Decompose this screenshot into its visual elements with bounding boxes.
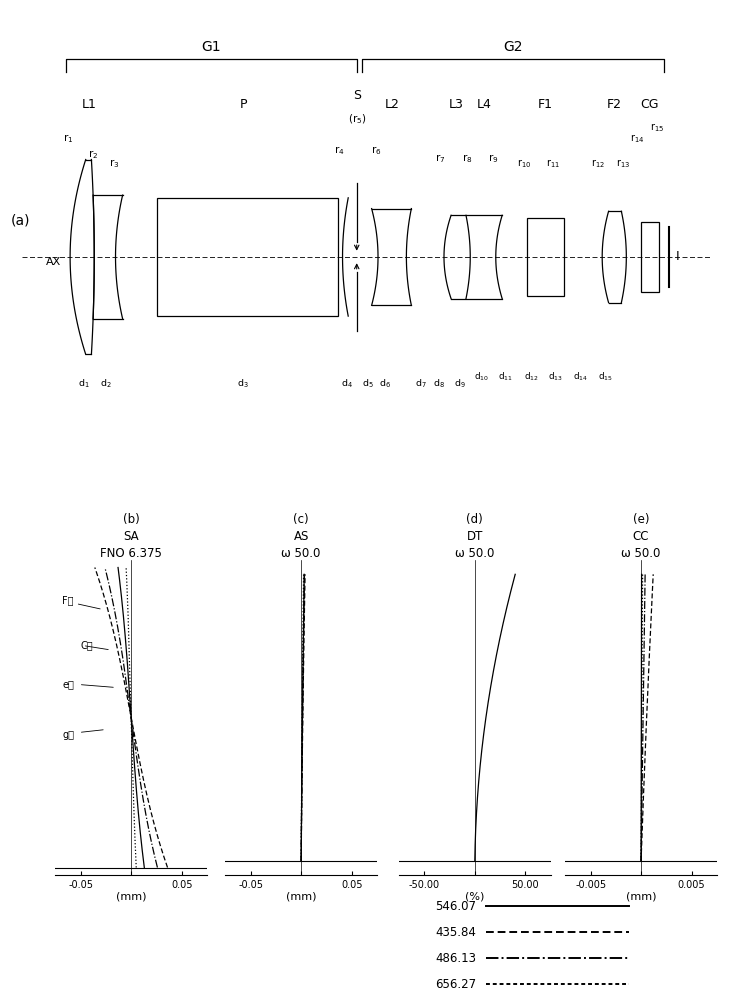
Text: d$_{12}$: d$_{12}$ bbox=[524, 370, 539, 383]
Text: L4: L4 bbox=[477, 98, 492, 111]
Text: r$_{15}$: r$_{15}$ bbox=[650, 122, 664, 134]
Text: r$_7$: r$_7$ bbox=[435, 153, 446, 165]
Text: G2: G2 bbox=[503, 40, 523, 54]
Text: L2: L2 bbox=[385, 98, 400, 111]
Text: S: S bbox=[353, 89, 361, 102]
Text: r$_{11}$: r$_{11}$ bbox=[545, 157, 559, 170]
Text: F1: F1 bbox=[538, 98, 553, 111]
Text: r$_2$: r$_2$ bbox=[88, 148, 98, 161]
Text: d$_7$: d$_7$ bbox=[415, 377, 426, 390]
Text: G1: G1 bbox=[202, 40, 221, 54]
Text: r$_3$: r$_3$ bbox=[109, 157, 119, 170]
Text: P: P bbox=[239, 98, 247, 111]
Text: d$_{13}$: d$_{13}$ bbox=[548, 370, 563, 383]
Text: r$_{13}$: r$_{13}$ bbox=[616, 157, 630, 170]
Text: CG: CG bbox=[641, 98, 659, 111]
Text: r$_{12}$: r$_{12}$ bbox=[591, 157, 605, 170]
Text: d$_{10}$: d$_{10}$ bbox=[474, 370, 489, 383]
X-axis label: (mm): (mm) bbox=[626, 891, 656, 901]
Text: d$_3$: d$_3$ bbox=[237, 377, 249, 390]
Text: L3: L3 bbox=[449, 98, 463, 111]
Text: 546.07: 546.07 bbox=[435, 900, 476, 913]
Text: 656.27: 656.27 bbox=[435, 978, 476, 991]
Text: r$_1$: r$_1$ bbox=[63, 132, 73, 145]
Title: (e)
CC
ω 50.0: (e) CC ω 50.0 bbox=[621, 513, 661, 560]
Text: (a): (a) bbox=[10, 213, 30, 227]
Text: d$_2$: d$_2$ bbox=[100, 377, 112, 390]
Bar bbox=[641, 222, 659, 292]
Text: d$_4$: d$_4$ bbox=[341, 377, 353, 390]
Text: d$_{11}$: d$_{11}$ bbox=[498, 370, 513, 383]
Text: r$_6$: r$_6$ bbox=[371, 144, 382, 157]
Text: r$_{14}$: r$_{14}$ bbox=[630, 132, 645, 145]
Text: F2: F2 bbox=[607, 98, 621, 111]
Text: F线: F线 bbox=[63, 595, 74, 605]
Text: r$_4$: r$_4$ bbox=[335, 144, 345, 157]
X-axis label: (mm): (mm) bbox=[286, 891, 316, 901]
Text: I: I bbox=[676, 250, 680, 263]
Text: r$_8$: r$_8$ bbox=[462, 153, 473, 165]
Text: d$_8$: d$_8$ bbox=[433, 377, 445, 390]
Text: e线: e线 bbox=[63, 680, 75, 690]
Text: 486.13: 486.13 bbox=[435, 952, 476, 965]
Text: d$_6$: d$_6$ bbox=[379, 377, 391, 390]
Text: (r$_5$): (r$_5$) bbox=[347, 113, 366, 126]
Title: (d)
DT
ω 50.0: (d) DT ω 50.0 bbox=[455, 513, 494, 560]
Text: AX: AX bbox=[46, 257, 61, 267]
Text: L1: L1 bbox=[82, 98, 97, 111]
Text: 435.84: 435.84 bbox=[435, 926, 476, 939]
X-axis label: (%): (%) bbox=[465, 891, 485, 901]
Text: d$_{14}$: d$_{14}$ bbox=[573, 370, 588, 383]
Text: d$_9$: d$_9$ bbox=[454, 377, 466, 390]
Title: (b)
SA
FNO 6.375: (b) SA FNO 6.375 bbox=[101, 513, 162, 560]
Bar bbox=[527, 218, 564, 296]
Text: r$_9$: r$_9$ bbox=[488, 153, 499, 165]
Bar bbox=[157, 198, 338, 316]
X-axis label: (mm): (mm) bbox=[116, 891, 146, 901]
Text: d$_5$: d$_5$ bbox=[362, 377, 374, 390]
Text: r$_{10}$: r$_{10}$ bbox=[517, 157, 531, 170]
Title: (c)
AS
ω 50.0: (c) AS ω 50.0 bbox=[282, 513, 321, 560]
Text: d$_{15}$: d$_{15}$ bbox=[598, 370, 613, 383]
Text: g线: g线 bbox=[63, 730, 75, 740]
Text: d$_1$: d$_1$ bbox=[78, 377, 90, 390]
Text: C线: C线 bbox=[81, 641, 93, 650]
